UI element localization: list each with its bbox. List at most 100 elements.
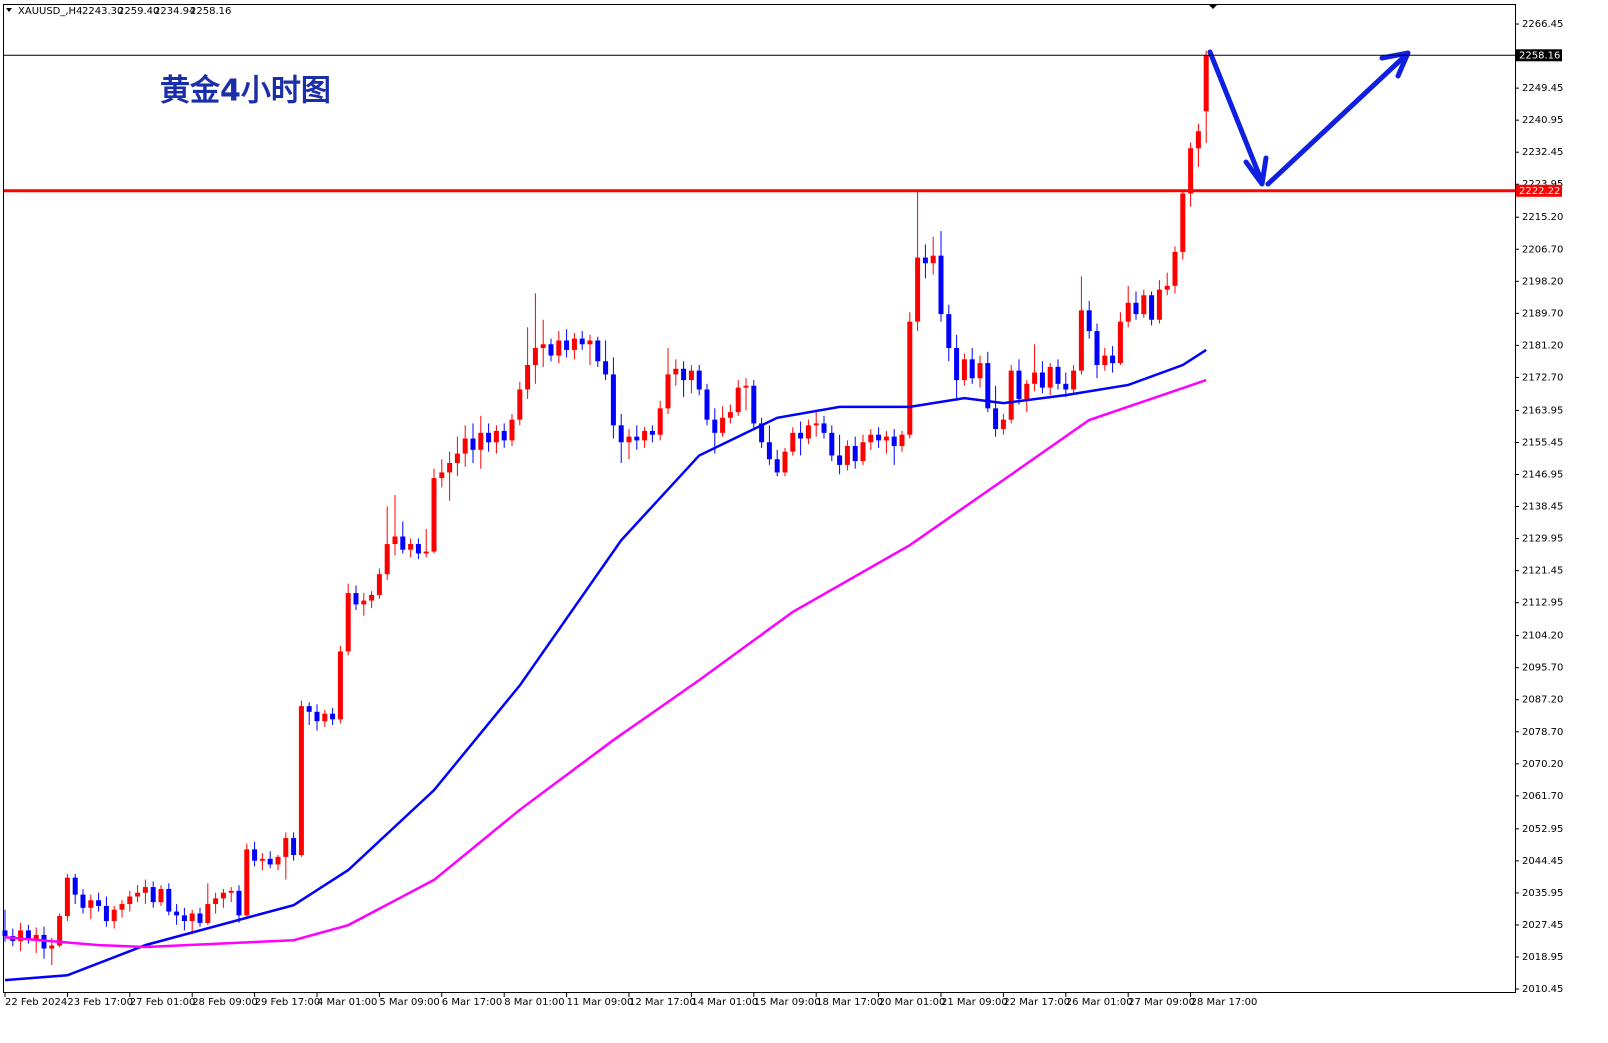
candle-body <box>603 361 609 375</box>
candle-body <box>259 858 265 861</box>
candle-body <box>1110 355 1116 364</box>
candle-body <box>938 255 944 315</box>
y-tick-label: 2266.45 <box>1522 19 1563 30</box>
x-tick-label: 12 Mar 17:00 <box>629 997 696 1008</box>
candle-body <box>267 858 273 865</box>
candle-body <box>564 340 570 350</box>
candle-body <box>431 478 437 552</box>
candle-body <box>727 412 733 418</box>
candle-body <box>1188 148 1194 194</box>
x-tick-label: 29 Feb 17:00 <box>255 997 321 1008</box>
candle-body <box>1078 310 1084 371</box>
x-tick-label: 27 Feb 01:00 <box>130 997 196 1008</box>
candle-body <box>205 904 211 923</box>
header-open: 2243.30 <box>82 6 123 17</box>
y-tick-label: 2240.95 <box>1522 115 1563 126</box>
candle-body <box>743 385 749 388</box>
plot <box>2 50 1209 982</box>
candle-body <box>751 385 757 424</box>
candle-body <box>1172 251 1178 286</box>
candle-body <box>18 930 24 941</box>
candle-body <box>759 423 765 443</box>
candle-body <box>330 713 336 720</box>
candle-body <box>618 425 624 443</box>
candle-body <box>384 544 390 575</box>
candle-body <box>891 436 897 447</box>
candle-body <box>244 849 250 916</box>
candle-body <box>252 849 258 861</box>
candle-body <box>837 455 843 465</box>
level-label-box <box>1516 184 1562 197</box>
candle-body <box>181 915 187 922</box>
y-tick-label: 2223.95 <box>1522 179 1563 190</box>
candle-body <box>88 900 94 908</box>
candle-body <box>486 432 492 443</box>
candle-body <box>1032 372 1038 384</box>
candle-body <box>805 425 811 439</box>
candle-body <box>415 544 421 554</box>
candle-body <box>977 363 983 379</box>
x-tick-label: 23 Feb 17:00 <box>67 997 133 1008</box>
y-tick-label: 2155.45 <box>1522 437 1563 448</box>
candle-body <box>478 432 484 450</box>
candle-body <box>158 888 164 903</box>
candle-body <box>1086 310 1092 332</box>
candle-body <box>1125 302 1131 322</box>
candle-body <box>876 434 882 441</box>
candle-body <box>72 877 78 895</box>
candle-body <box>423 551 429 554</box>
y-tick-label: 2010.45 <box>1522 984 1563 995</box>
candle-body <box>189 913 195 922</box>
candle-body <box>236 890 242 916</box>
x-tick-label: 21 Mar 09:00 <box>941 997 1008 1008</box>
candle-body <box>829 432 835 456</box>
arrow-down-head <box>1243 155 1269 187</box>
x-tick-label: 22 Mar 17:00 <box>1003 997 1070 1008</box>
candle-body <box>462 438 468 454</box>
y-tick-label: 2172.70 <box>1522 372 1563 383</box>
candle-body <box>33 934 39 940</box>
candle-body <box>1016 370 1022 399</box>
candle-body <box>985 363 991 409</box>
candle-body <box>1063 383 1069 390</box>
x-tick-label: 26 Mar 01:00 <box>1066 997 1133 1008</box>
candle-body <box>868 434 874 443</box>
y-tick-label: 2027.45 <box>1522 920 1563 931</box>
candle-body <box>813 423 819 426</box>
y-tick-label: 2215.20 <box>1522 212 1563 223</box>
symbol: XAUUSD_,H4 <box>18 6 82 17</box>
candle-body <box>454 453 460 464</box>
shift-marker <box>1208 4 1218 9</box>
moving-average <box>4 348 1207 982</box>
y-tick-label: 2061.70 <box>1522 791 1563 802</box>
candle-body <box>501 430 507 441</box>
candle-body <box>1000 419 1006 430</box>
candle-body <box>291 838 297 856</box>
candle-body <box>634 436 640 441</box>
x-tick-label: 18 Mar 17:00 <box>816 997 883 1008</box>
candle-body <box>64 877 70 917</box>
candle-body <box>642 430 648 441</box>
candle-body <box>790 432 796 452</box>
price-label: 2258.16 <box>1519 50 1560 61</box>
candle-body <box>532 348 538 365</box>
candle-body <box>922 257 928 264</box>
candle-body <box>49 945 55 949</box>
candle-body <box>408 544 414 550</box>
candle-body <box>821 423 827 433</box>
candle-body <box>610 374 616 426</box>
candle-body <box>493 430 499 443</box>
candle-body <box>883 436 889 441</box>
candle-body <box>400 536 406 550</box>
candle-body <box>2 930 8 937</box>
candle-body <box>314 711 320 722</box>
x-tick-label: 8 Mar 01:00 <box>504 997 564 1008</box>
candle-body <box>447 463 453 473</box>
candle-body <box>1008 370 1014 420</box>
candle-body <box>213 898 219 905</box>
y-tick-label: 2189.70 <box>1522 308 1563 319</box>
y-tick-label: 2232.45 <box>1522 147 1563 158</box>
candle-body <box>174 911 180 916</box>
